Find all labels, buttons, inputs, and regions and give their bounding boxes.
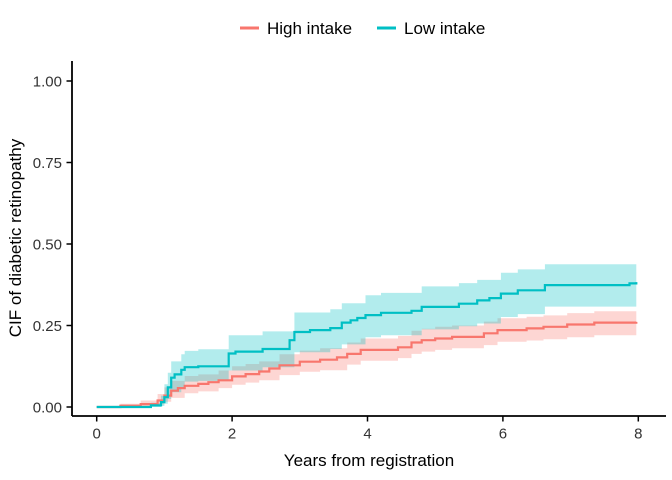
x-tick-label-1: 2 [228, 426, 236, 443]
cif-step-curves [96, 282, 638, 409]
axis-tick-labels: 0 2 4 6 8 0.00 0.25 0.50 0.75 1.00 [33, 73, 643, 442]
y-tick-label-0: 0.00 [33, 399, 62, 416]
y-tick-label-2: 0.50 [33, 236, 62, 253]
x-tick-label-4: 8 [634, 426, 642, 443]
cif-curve-low-intake [96, 282, 638, 409]
axes [71, 61, 666, 417]
x-tick-label-0: 0 [93, 426, 101, 443]
legend: High intake Low intake [240, 19, 485, 38]
legend-label-low-intake: Low intake [404, 19, 485, 38]
y-tick-label-3: 0.75 [33, 155, 62, 172]
y-axis-title: CIF of diabetic retinopathy [6, 138, 25, 337]
x-tick-label-3: 6 [499, 426, 507, 443]
legend-label-high-intake: High intake [267, 19, 352, 38]
y-tick-label-1: 0.25 [33, 318, 62, 335]
cif-curve-high-intake [96, 321, 638, 409]
x-axis-title: Years from registration [284, 451, 454, 470]
x-tick-label-2: 4 [363, 426, 371, 443]
confidence-band-high-intake [96, 310, 637, 407]
y-tick-label-4: 1.00 [33, 73, 62, 90]
axis-ticks [66, 80, 640, 422]
